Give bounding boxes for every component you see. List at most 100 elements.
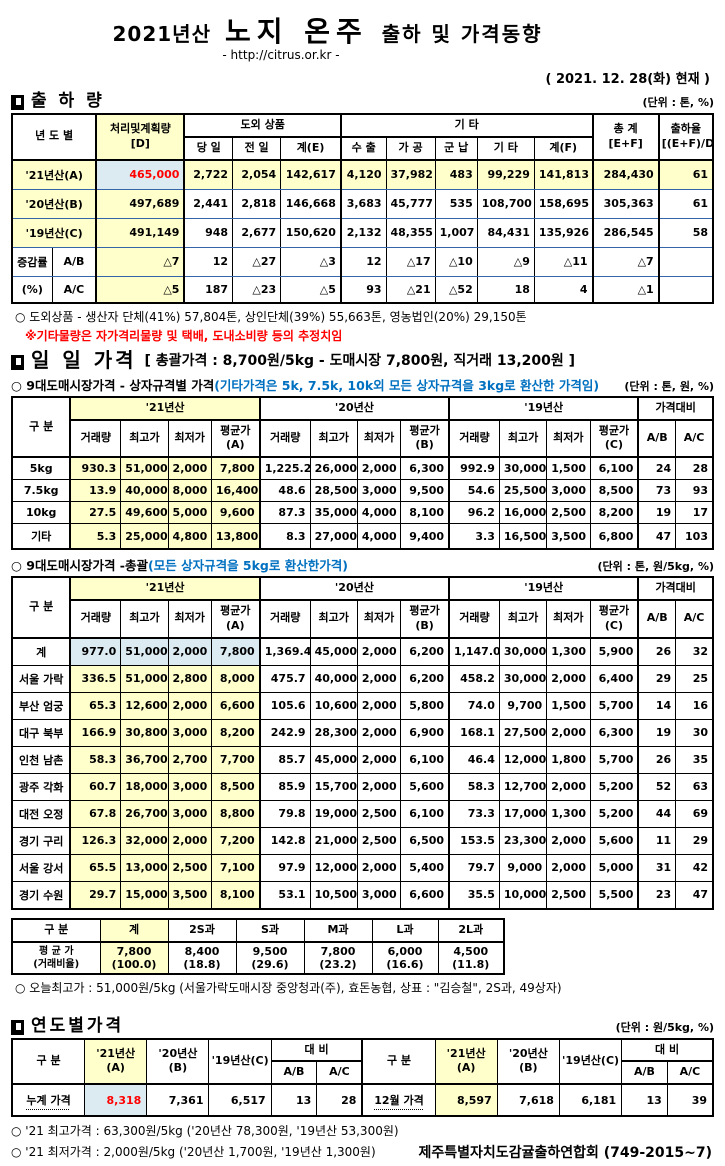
row-label: 경기 수원: [11, 880, 72, 910]
data-cell: 32,000: [120, 826, 169, 855]
data-cell: 2,500: [546, 501, 591, 525]
daily-summary: [ 총괄가격 : 8,700원/5kg - 도매시장 7,800원, 직거래 1…: [144, 353, 576, 370]
col-header-avg-c: 평균가(C): [589, 419, 640, 459]
data-cell: 12,000: [498, 745, 548, 774]
price-by-box-body: 5kg 930.3 51,000 2,000 7,800 1,225.2 26,000 2,0…: [11, 456, 714, 550]
row-label: 평 균 가 (거래비율): [11, 941, 101, 975]
table-row: '20년산(B) 497,689 2,441 2,818 146,668 3,683 45,…: [11, 188, 714, 219]
data-cell: 12: [183, 246, 234, 277]
data-cell: 1,500: [546, 456, 591, 481]
data-cell: 2,800: [167, 664, 212, 693]
report-date: ( 2021. 12. 28(화) 현재 ): [545, 72, 710, 87]
col-group-island-goods: 도외 상품: [183, 113, 342, 138]
data-cell: 2,000: [546, 664, 591, 693]
col-header-avg-a: 평균가(A): [210, 599, 261, 639]
col-header-low-21: 최저가: [167, 419, 212, 459]
data-cell: 465,000: [95, 159, 186, 190]
data-cell: 8,100: [400, 501, 451, 525]
data-cell: 2,500: [167, 853, 212, 882]
data-cell: 10,000: [498, 880, 548, 910]
data-cell: 11: [637, 826, 677, 855]
col-header-high-21: 최고가: [120, 599, 169, 639]
table-row: 광주 각화 60.7 18,000 3,000 8,500 85.9 15,700 2,000…: [11, 772, 714, 801]
data-cell: 2,054: [232, 159, 282, 190]
data-cell: 8,318: [84, 1083, 148, 1117]
data-cell: 54.6: [448, 479, 500, 503]
data-cell: △7: [95, 246, 186, 277]
data-cell: 29: [637, 664, 677, 693]
col-header-2019: '19년산(C): [208, 1038, 272, 1086]
data-cell: 26: [637, 637, 677, 666]
data-cell: 36,700: [120, 745, 169, 774]
data-cell: 475.7: [259, 664, 311, 693]
data-cell: 2,677: [232, 217, 282, 248]
col-header-l: L과: [371, 918, 439, 943]
title-subtitle: 출하 및 가격동향: [381, 22, 543, 46]
data-cell: 6,000 (16.6): [371, 941, 439, 975]
col-header-gubun: 구 분: [11, 396, 72, 459]
col-header-total: 계: [99, 918, 169, 943]
data-cell: 103: [675, 523, 714, 550]
shipment-unit: (단위 : 톤, %): [642, 96, 714, 109]
data-cell: 2,500: [546, 880, 591, 910]
data-cell: 35: [675, 745, 714, 774]
data-cell: 6,100: [400, 745, 451, 774]
data-cell: 32: [675, 637, 714, 666]
col-header-ab: A/B: [637, 599, 677, 639]
data-cell: 6,181: [558, 1083, 623, 1117]
data-cell: 30,000: [498, 664, 548, 693]
row-label: 광주 각화: [11, 772, 72, 801]
row-label: '21년산(A): [11, 159, 98, 190]
col-header-low-20: 최저가: [356, 419, 402, 459]
data-cell: 12,000: [309, 853, 358, 882]
data-cell: 79.8: [259, 799, 311, 828]
report-title: 2021년산 노지 온주 출하 및 가격동향: [11, 10, 714, 50]
data-cell: 1,147.0: [448, 637, 500, 666]
data-cell: 14: [637, 691, 677, 720]
data-cell: [658, 275, 714, 304]
data-cell: 53.1: [259, 880, 311, 910]
data-cell: 2,000: [167, 826, 212, 855]
data-cell: 5,800: [400, 691, 451, 720]
data-cell: 2,000: [356, 456, 402, 481]
data-cell: 19: [637, 718, 677, 747]
data-cell: 284,430: [592, 159, 660, 190]
data-cell: 21,000: [309, 826, 358, 855]
island-goods-note: ○ 도외상품 - 생산자 단체(41%) 57,804톤, 상인단체(39%) …: [15, 309, 527, 324]
shipment-table: 년 도 별 처리및계획량 [D] 도외 상품 기 타 총 계 [E+F] 출하율…: [11, 113, 714, 304]
data-cell: 7,200: [210, 826, 261, 855]
overall-subheader: ○ 9대도매시장가격 -총괄 (모든 상자규격을 5kg로 환산한가격) (단위…: [11, 555, 714, 574]
data-cell: 85.9: [259, 772, 311, 801]
data-cell: 7,800: [210, 456, 261, 481]
data-cell: △52: [434, 275, 478, 304]
col-header-ac: A/C: [666, 1060, 714, 1086]
row-label: 7.5kg: [11, 479, 72, 503]
data-cell: 6,200: [400, 637, 451, 666]
data-cell: 3,000: [546, 479, 591, 503]
col-group-2019: '19년산: [448, 576, 640, 602]
data-cell: △5: [280, 275, 342, 304]
data-cell: 977.0: [69, 637, 122, 666]
data-cell: 142.8: [259, 826, 311, 855]
overall-note: (모든 상자규격을 5kg로 환산한가격): [148, 558, 348, 574]
data-cell: 58.3: [69, 745, 122, 774]
data-cell: 5.3: [69, 523, 122, 550]
data-cell: 51,000: [120, 456, 169, 481]
col-header-volume-19: 거래량: [448, 599, 500, 639]
data-cell: 51,000: [120, 664, 169, 693]
col-header-low-19: 최저가: [546, 419, 591, 459]
row-label: '19년산(C): [11, 217, 98, 248]
col-header-volume-21: 거래량: [69, 599, 122, 639]
col-header-2019: '19년산(C): [558, 1038, 623, 1086]
row-label: '20년산(B): [11, 188, 98, 219]
data-cell: 40,000: [120, 479, 169, 503]
data-cell: 24: [637, 456, 677, 481]
data-cell: 5,200: [589, 799, 640, 828]
overall-unit: (단위 : 톤, 원/5kg, %): [597, 560, 715, 574]
data-cell: 26,700: [120, 799, 169, 828]
col-header-other: 기 타: [476, 136, 535, 161]
table-row: 대전 오정 67.8 26,700 3,000 8,800 79.8 19,000 2,500…: [11, 799, 714, 828]
row-label: A/C: [51, 275, 98, 304]
data-cell: 45,000: [309, 637, 358, 666]
col-header-same-day: 당 일: [183, 136, 234, 161]
